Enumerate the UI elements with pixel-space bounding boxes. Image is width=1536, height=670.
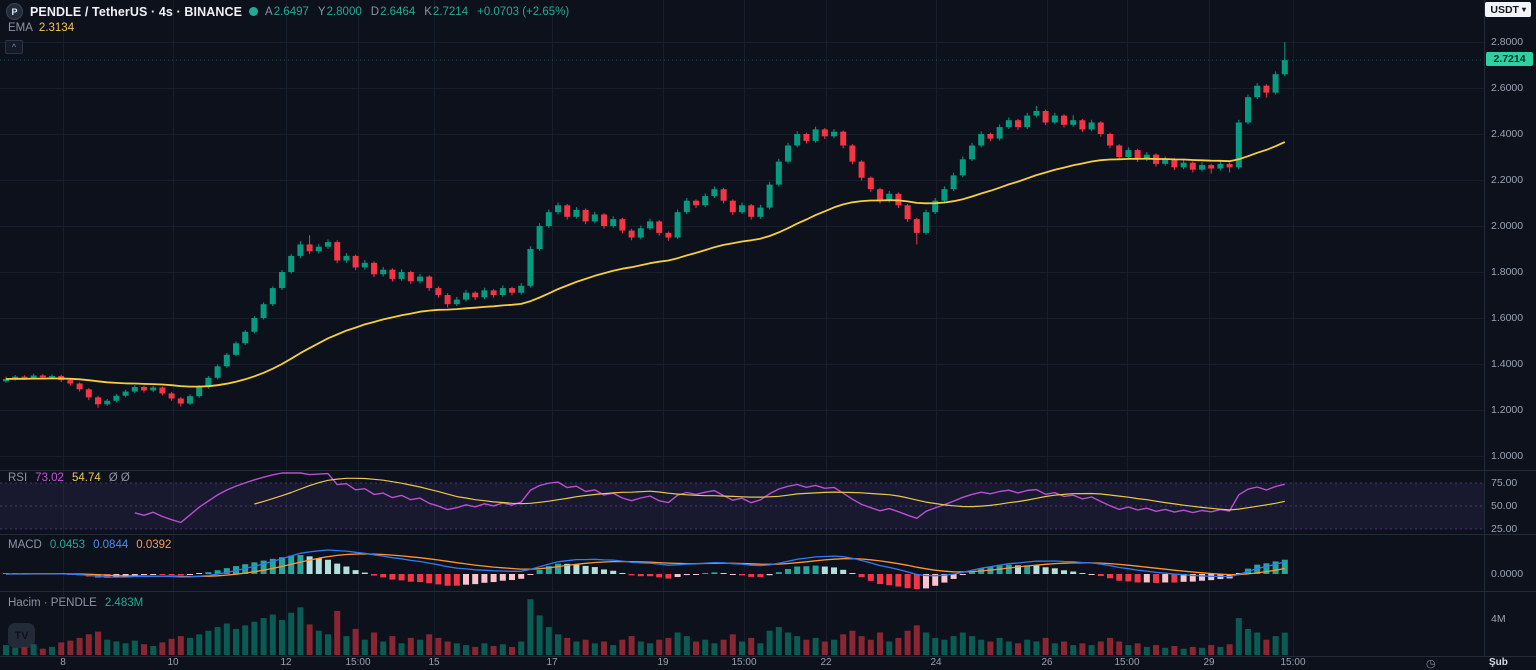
chevron-down-icon: ▾ — [1521, 4, 1526, 14]
live-dot-icon — [249, 7, 259, 16]
rsi-axis-label: 75.00 — [1491, 477, 1518, 489]
time-axis-label: 17 — [546, 657, 558, 668]
coin-letter: P — [11, 6, 18, 17]
macd-signal-value: 0.0392 — [136, 539, 172, 551]
price-axis-label: 2.8000 — [1491, 36, 1524, 48]
price-axis-label: 2.4000 — [1491, 128, 1524, 140]
tradingview-logo-glyph: TV — [14, 629, 29, 642]
price-axis-label: 1.8000 — [1491, 266, 1524, 278]
price-axis-label: 1.2000 — [1491, 404, 1524, 416]
rsi-legend: RSI 73.02 54.74 Ø Ø — [8, 472, 130, 484]
price-axis-label: 1.0000 — [1491, 450, 1524, 462]
rsi-axis-label: 50.00 — [1491, 500, 1518, 512]
time-axis-label: 12 — [280, 657, 292, 668]
time-axis-label: 8 — [60, 657, 66, 668]
volume-axis-label: 4M — [1491, 613, 1506, 625]
change-value: +0.0703 (+2.65%) — [477, 5, 570, 18]
collapse-indicators-button[interactable]: ^ — [5, 40, 23, 54]
time-axis-label: 19 — [657, 657, 669, 668]
macd-label[interactable]: MACD — [8, 539, 42, 551]
chevron-up-icon: ^ — [11, 42, 17, 52]
macd-legend: MACD 0.0453 0.0844 0.0392 — [8, 539, 171, 551]
macd-hist-value: 0.0453 — [49, 539, 86, 551]
volume-value: 2.483M — [104, 597, 144, 609]
time-axis[interactable]: Şub 8 10 12 15:00 15 17 19 15:00 22 24 26 15:00 29 15… — [0, 656, 1536, 670]
month-label: Şub — [1489, 657, 1508, 668]
price-axis-label: 2.0000 — [1491, 220, 1524, 232]
time-axis-label: 10 — [167, 657, 179, 668]
rsi-extra-values: Ø Ø — [108, 472, 130, 484]
price-axis-label: 2.6000 — [1491, 82, 1524, 94]
volume-legend: Hacim · PENDLE 2.483M — [8, 597, 143, 609]
ema-value: 2.3134 — [38, 22, 75, 34]
time-axis-label: 15:00 — [1114, 657, 1140, 668]
close-value: 2.7214 — [432, 5, 469, 18]
rsi-value: 73.02 — [35, 472, 64, 484]
clock-icon[interactable]: ◷ — [1426, 658, 1436, 670]
ema-legend: EMA 2.3134 — [8, 22, 74, 34]
close-label: K — [424, 5, 432, 18]
time-axis-label: 24 — [930, 657, 942, 668]
time-axis-label: 29 — [1203, 657, 1215, 668]
currency-toggle-button[interactable]: USDT ▾ — [1485, 2, 1531, 17]
price-axis-label: 2.2000 — [1491, 174, 1524, 186]
rsi-axis-label: 25.00 — [1491, 523, 1518, 535]
rsi-ma-value: 54.74 — [71, 472, 101, 484]
low-value: 2.6464 — [380, 5, 416, 18]
price-axis-label: 1.4000 — [1491, 358, 1524, 370]
currency-label: USDT — [1490, 3, 1519, 16]
time-axis-label: 22 — [820, 657, 832, 668]
rsi-label[interactable]: RSI — [8, 472, 28, 484]
low-label: D — [370, 5, 380, 18]
high-value: 2.8000 — [326, 5, 362, 18]
coin-logo-icon: P — [6, 3, 23, 20]
macd-axis-label: 0.0000 — [1491, 568, 1524, 580]
ema-label[interactable]: EMA — [8, 22, 33, 34]
tradingview-logo[interactable]: TV — [8, 623, 35, 648]
high-label: Y — [317, 5, 326, 18]
volume-label[interactable]: Hacim · PENDLE — [8, 597, 97, 609]
open-value: 2.6497 — [273, 5, 309, 18]
time-axis-label: 15 — [428, 657, 440, 668]
open-label: A — [265, 5, 273, 18]
symbol-title[interactable]: PENDLE / TetherUS · 4s · BINANCE — [30, 4, 243, 19]
ohlc-values: A2.6497 Y2.8000 D2.6464 K2.7214 +0.0703 … — [265, 6, 569, 18]
time-axis-label: 26 — [1041, 657, 1053, 668]
time-axis-label: 15:00 — [1280, 657, 1306, 668]
time-axis-label: 15:00 — [345, 657, 371, 668]
macd-line-value: 0.0844 — [93, 539, 129, 551]
price-axis-label: 1.6000 — [1491, 312, 1524, 324]
price-badge: 2.7214 — [1486, 52, 1533, 67]
time-axis-label: 15:00 — [731, 657, 757, 668]
price-axis[interactable]: 2.7214 2.8000 2.6000 2.4000 2.2000 2.0000 1.8… — [1484, 0, 1536, 656]
symbol-legend: P PENDLE / TetherUS · 4s · BINANCE A2.64… — [6, 3, 569, 20]
